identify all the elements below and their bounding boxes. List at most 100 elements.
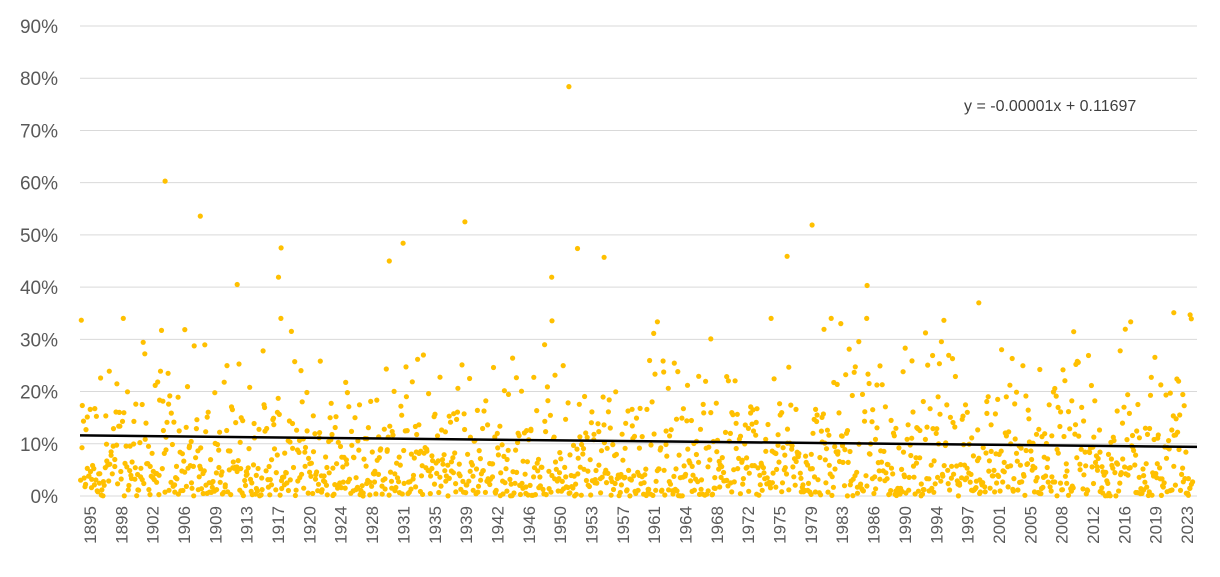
data-point — [764, 475, 770, 481]
data-point — [589, 409, 595, 415]
data-point — [967, 479, 973, 485]
data-point — [858, 481, 864, 487]
data-point — [269, 457, 275, 463]
data-point — [483, 398, 489, 404]
trendline — [79, 434, 1198, 449]
data-point — [162, 178, 168, 184]
data-point — [217, 479, 223, 485]
data-point — [724, 374, 730, 380]
data-point — [934, 426, 940, 432]
data-point — [452, 450, 458, 456]
data-point — [401, 480, 407, 486]
data-point — [899, 466, 905, 472]
data-point — [1132, 462, 1138, 468]
data-point — [1144, 484, 1150, 490]
data-point — [1023, 447, 1029, 454]
data-point — [1065, 492, 1072, 498]
data-point — [964, 409, 970, 415]
data-point — [505, 447, 511, 453]
data-point — [563, 474, 569, 480]
data-point — [593, 467, 599, 474]
data-point — [913, 460, 920, 466]
data-point — [784, 253, 790, 259]
data-point — [230, 459, 236, 465]
data-point — [266, 463, 272, 470]
data-point — [348, 428, 355, 434]
data-point — [548, 489, 554, 495]
data-point — [1055, 450, 1061, 456]
data-point — [466, 478, 472, 484]
data-point — [304, 389, 310, 396]
data-point — [643, 466, 649, 472]
data-point — [299, 471, 305, 477]
data-point — [598, 490, 604, 496]
data-point — [119, 418, 126, 424]
data-point — [1013, 389, 1020, 395]
data-point — [976, 455, 982, 461]
data-point — [193, 455, 199, 461]
data-point — [343, 379, 349, 385]
data-point — [302, 444, 309, 451]
data-point — [1117, 348, 1123, 354]
data-point — [1028, 448, 1034, 454]
data-point — [238, 466, 244, 472]
data-point — [275, 274, 282, 280]
data-point — [109, 471, 115, 477]
data-point — [964, 465, 970, 471]
data-point — [420, 352, 426, 358]
data-point — [505, 391, 512, 397]
data-point — [382, 476, 388, 482]
data-point — [125, 487, 131, 493]
data-point — [319, 487, 325, 493]
data-point — [171, 419, 177, 425]
data-point — [623, 420, 629, 426]
data-point — [1136, 435, 1142, 441]
data-point — [384, 447, 390, 453]
data-point — [844, 428, 851, 434]
data-point — [679, 493, 685, 499]
x-tick-label: 1928 — [363, 506, 382, 544]
data-point — [1113, 493, 1119, 499]
data-point — [80, 418, 87, 424]
data-point — [945, 467, 951, 473]
data-point — [731, 467, 737, 473]
data-point — [865, 371, 871, 377]
data-point — [531, 465, 538, 471]
data-point — [513, 375, 520, 381]
data-point — [824, 427, 831, 433]
data-point — [823, 480, 829, 486]
data-point — [147, 492, 153, 498]
data-point — [1062, 473, 1068, 479]
data-point — [946, 352, 952, 358]
data-point — [659, 487, 665, 493]
data-point — [983, 450, 989, 456]
data-point — [495, 452, 501, 458]
data-point — [888, 417, 894, 423]
data-point — [650, 492, 656, 498]
x-tick-label: 1920 — [300, 506, 319, 544]
data-point — [117, 423, 123, 429]
data-point — [133, 401, 139, 407]
data-point — [337, 443, 344, 450]
data-point — [617, 489, 623, 496]
data-point — [815, 477, 821, 483]
data-point — [100, 493, 106, 499]
data-point — [454, 409, 461, 415]
data-point — [549, 318, 555, 324]
data-point — [888, 488, 894, 494]
data-points — [78, 84, 1196, 499]
data-point — [244, 471, 250, 477]
data-point — [180, 487, 186, 494]
data-point — [908, 452, 914, 459]
data-point — [1142, 479, 1148, 485]
data-point — [1083, 463, 1089, 469]
data-point — [656, 466, 662, 472]
data-point — [1087, 449, 1093, 456]
data-point — [346, 404, 352, 410]
data-point — [326, 470, 332, 476]
data-point — [757, 472, 763, 478]
data-point — [750, 428, 757, 434]
data-point — [684, 418, 690, 424]
data-point — [947, 414, 954, 420]
data-point — [849, 392, 855, 399]
